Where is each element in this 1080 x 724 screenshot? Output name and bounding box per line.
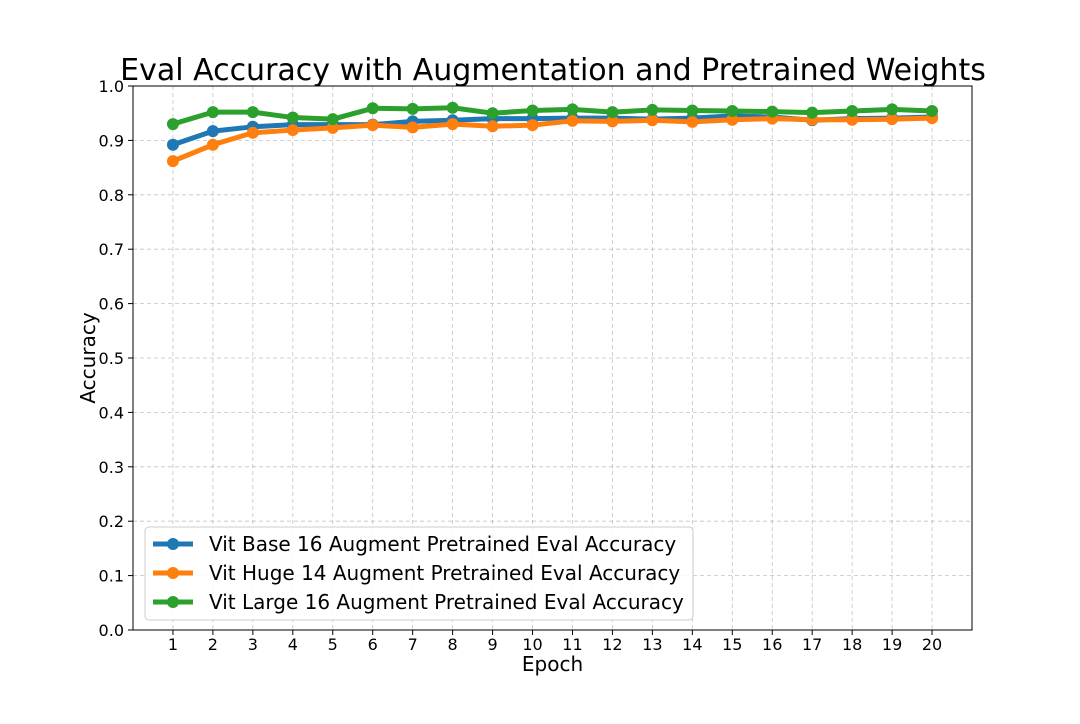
y-axis-label: Accuracy bbox=[76, 312, 100, 403]
series-line bbox=[170, 115, 935, 164]
legend-item: Vit Base 16 Augment Pretrained Eval Accu… bbox=[153, 532, 676, 556]
data-point bbox=[766, 105, 779, 118]
x-tick-label: 8 bbox=[448, 635, 458, 654]
legend-item: Vit Large 16 Augment Pretrained Eval Acc… bbox=[153, 590, 684, 614]
legend-label: Vit Huge 14 Augment Pretrained Eval Accu… bbox=[209, 561, 680, 585]
series-layer bbox=[166, 101, 939, 168]
data-point bbox=[646, 103, 659, 116]
data-point bbox=[926, 105, 939, 118]
data-point bbox=[886, 103, 899, 116]
x-tick-label: 17 bbox=[802, 635, 822, 654]
ticks: 0.00.10.20.30.40.50.60.70.80.91.01 2 3 4 5 6 7… bbox=[99, 77, 943, 654]
chart-title: Eval Accuracy with Augmentation and Pret… bbox=[120, 53, 986, 88]
y-tick-label: 0.9 bbox=[99, 131, 124, 150]
series-line bbox=[170, 105, 935, 127]
data-point bbox=[726, 113, 739, 126]
data-point bbox=[166, 138, 179, 151]
data-point bbox=[326, 121, 339, 134]
x-axis-label: Epoch bbox=[522, 652, 583, 676]
y-tick-label: 0.1 bbox=[99, 567, 124, 586]
x-tick-label: 4 bbox=[288, 635, 298, 654]
data-point bbox=[566, 114, 579, 127]
data-point bbox=[606, 106, 619, 119]
data-point bbox=[486, 120, 499, 133]
legend-swatch-marker bbox=[167, 567, 179, 579]
series-3 bbox=[166, 101, 939, 131]
data-point bbox=[206, 125, 219, 138]
y-tick-label: 0.6 bbox=[99, 295, 124, 314]
data-point bbox=[406, 102, 419, 115]
y-tick-label: 0.0 bbox=[99, 621, 124, 640]
data-point bbox=[726, 105, 739, 118]
x-tick-label: 3 bbox=[248, 635, 258, 654]
data-point bbox=[246, 106, 259, 119]
x-tick-label: 14 bbox=[682, 635, 702, 654]
legend-label: Vit Large 16 Augment Pretrained Eval Acc… bbox=[209, 590, 684, 614]
data-point bbox=[206, 106, 219, 119]
data-point bbox=[566, 103, 579, 116]
x-tick-label: 6 bbox=[368, 635, 378, 654]
y-tick-label: 0.7 bbox=[99, 240, 124, 259]
data-point bbox=[406, 121, 419, 134]
x-tick-label: 13 bbox=[642, 635, 662, 654]
legend-swatch-marker bbox=[167, 596, 179, 608]
y-tick-label: 0.2 bbox=[99, 512, 124, 531]
data-point bbox=[526, 104, 539, 117]
data-point bbox=[206, 138, 219, 151]
y-tick-label: 0.4 bbox=[99, 403, 124, 422]
data-point bbox=[326, 113, 339, 126]
x-tick-label: 18 bbox=[842, 635, 862, 654]
legend: Vit Base 16 Augment Pretrained Eval Accu… bbox=[144, 526, 694, 621]
series-2 bbox=[166, 112, 939, 168]
data-point bbox=[166, 118, 179, 131]
x-tick-label: 16 bbox=[762, 635, 782, 654]
legend-swatch-marker bbox=[167, 538, 179, 550]
legend-label: Vit Base 16 Augment Pretrained Eval Accu… bbox=[209, 532, 676, 556]
data-point bbox=[606, 115, 619, 128]
data-point bbox=[686, 115, 699, 128]
y-tick-label: 1.0 bbox=[99, 77, 124, 96]
data-point bbox=[366, 102, 379, 115]
legend-box bbox=[144, 526, 694, 621]
legend-item: Vit Huge 14 Augment Pretrained Eval Accu… bbox=[153, 561, 680, 585]
data-point bbox=[166, 155, 179, 168]
data-point bbox=[486, 107, 499, 120]
y-tick-label: 0.3 bbox=[99, 458, 124, 477]
data-point bbox=[886, 113, 899, 126]
y-tick-label: 0.5 bbox=[99, 349, 124, 368]
data-point bbox=[286, 111, 299, 124]
data-point bbox=[846, 105, 859, 118]
x-tick-label: 15 bbox=[722, 635, 742, 654]
data-point bbox=[246, 126, 259, 139]
x-tick-label: 2 bbox=[208, 635, 218, 654]
data-point bbox=[366, 119, 379, 132]
x-tick-label: 20 bbox=[922, 635, 942, 654]
data-point bbox=[526, 119, 539, 132]
data-point bbox=[286, 124, 299, 137]
x-tick-label: 7 bbox=[408, 635, 418, 654]
x-tick-label: 9 bbox=[487, 635, 497, 654]
data-point bbox=[446, 118, 459, 131]
x-tick-label: 5 bbox=[328, 635, 338, 654]
y-tick-label: 0.8 bbox=[99, 186, 124, 205]
x-tick-label: 1 bbox=[168, 635, 178, 654]
data-point bbox=[646, 114, 659, 127]
data-point bbox=[806, 106, 819, 119]
x-tick-label: 11 bbox=[562, 635, 582, 654]
data-point bbox=[846, 113, 859, 126]
x-tick-label: 19 bbox=[882, 635, 902, 654]
data-point bbox=[446, 101, 459, 114]
x-tick-label: 10 bbox=[522, 635, 542, 654]
data-point bbox=[686, 104, 699, 117]
x-tick-label: 12 bbox=[602, 635, 622, 654]
